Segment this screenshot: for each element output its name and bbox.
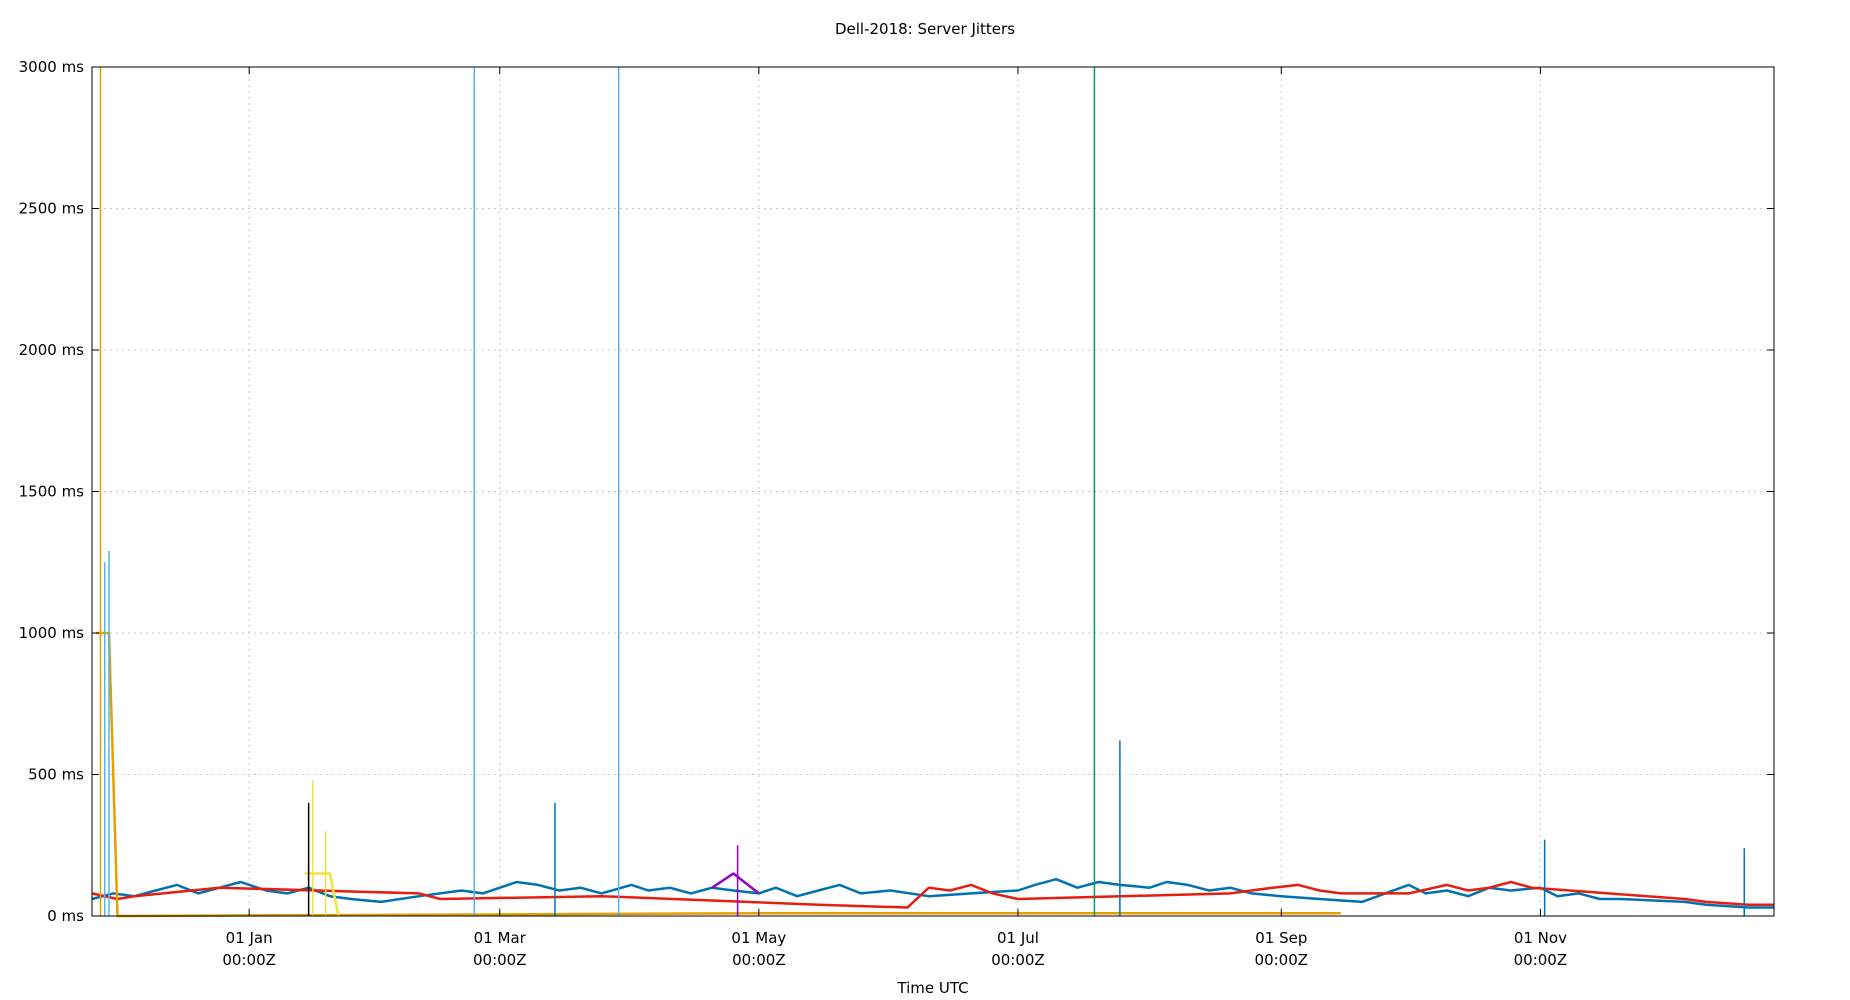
x-tick-sublabel: 00:00Z xyxy=(1514,951,1568,969)
series-line-3 xyxy=(304,872,340,917)
x-tick-label: 01 May xyxy=(731,929,786,947)
y-tick-label: 2500 ms xyxy=(19,200,85,218)
series-line-1 xyxy=(91,880,1774,909)
grid-lines xyxy=(92,67,1774,916)
x-tick-label: 01 Jul xyxy=(997,929,1039,947)
x-axis-label: Time UTC xyxy=(896,979,968,997)
y-tick-label: 1000 ms xyxy=(19,624,85,642)
series-line-4 xyxy=(711,872,760,895)
x-axis: 01 Jan 00:00Z 01 Mar 00:00Z 01 May 00:00Z 01 J… xyxy=(222,67,1567,969)
y-tick-label: 0 ms xyxy=(47,907,84,925)
y-tick-label: 2000 ms xyxy=(19,341,85,359)
x-tick-label: 01 Nov xyxy=(1514,929,1567,947)
spike-lines xyxy=(99,67,1746,916)
x-tick-label: 01 Mar xyxy=(474,929,527,947)
x-tick-sublabel: 00:00Z xyxy=(732,951,786,969)
y-tick-label: 1500 ms xyxy=(19,483,85,501)
x-tick-label: 01 Sep xyxy=(1255,929,1307,947)
x-tick-sublabel: 00:00Z xyxy=(1255,951,1309,969)
series-line-0 xyxy=(91,877,1774,909)
y-tick-label: 500 ms xyxy=(28,766,84,784)
x-tick-label: 01 Jan xyxy=(226,929,273,947)
x-tick-sublabel: 00:00Z xyxy=(473,951,527,969)
x-tick-sublabel: 00:00Z xyxy=(222,951,276,969)
y-axis: 0 ms 500 ms 1000 ms 1500 ms 2000 ms 2500 ms 30… xyxy=(19,58,1774,925)
y-tick-label: 3000 ms xyxy=(19,58,85,76)
chart-title: Dell-2018: Server Jitters xyxy=(835,20,1015,38)
x-tick-sublabel: 00:00Z xyxy=(991,951,1045,969)
